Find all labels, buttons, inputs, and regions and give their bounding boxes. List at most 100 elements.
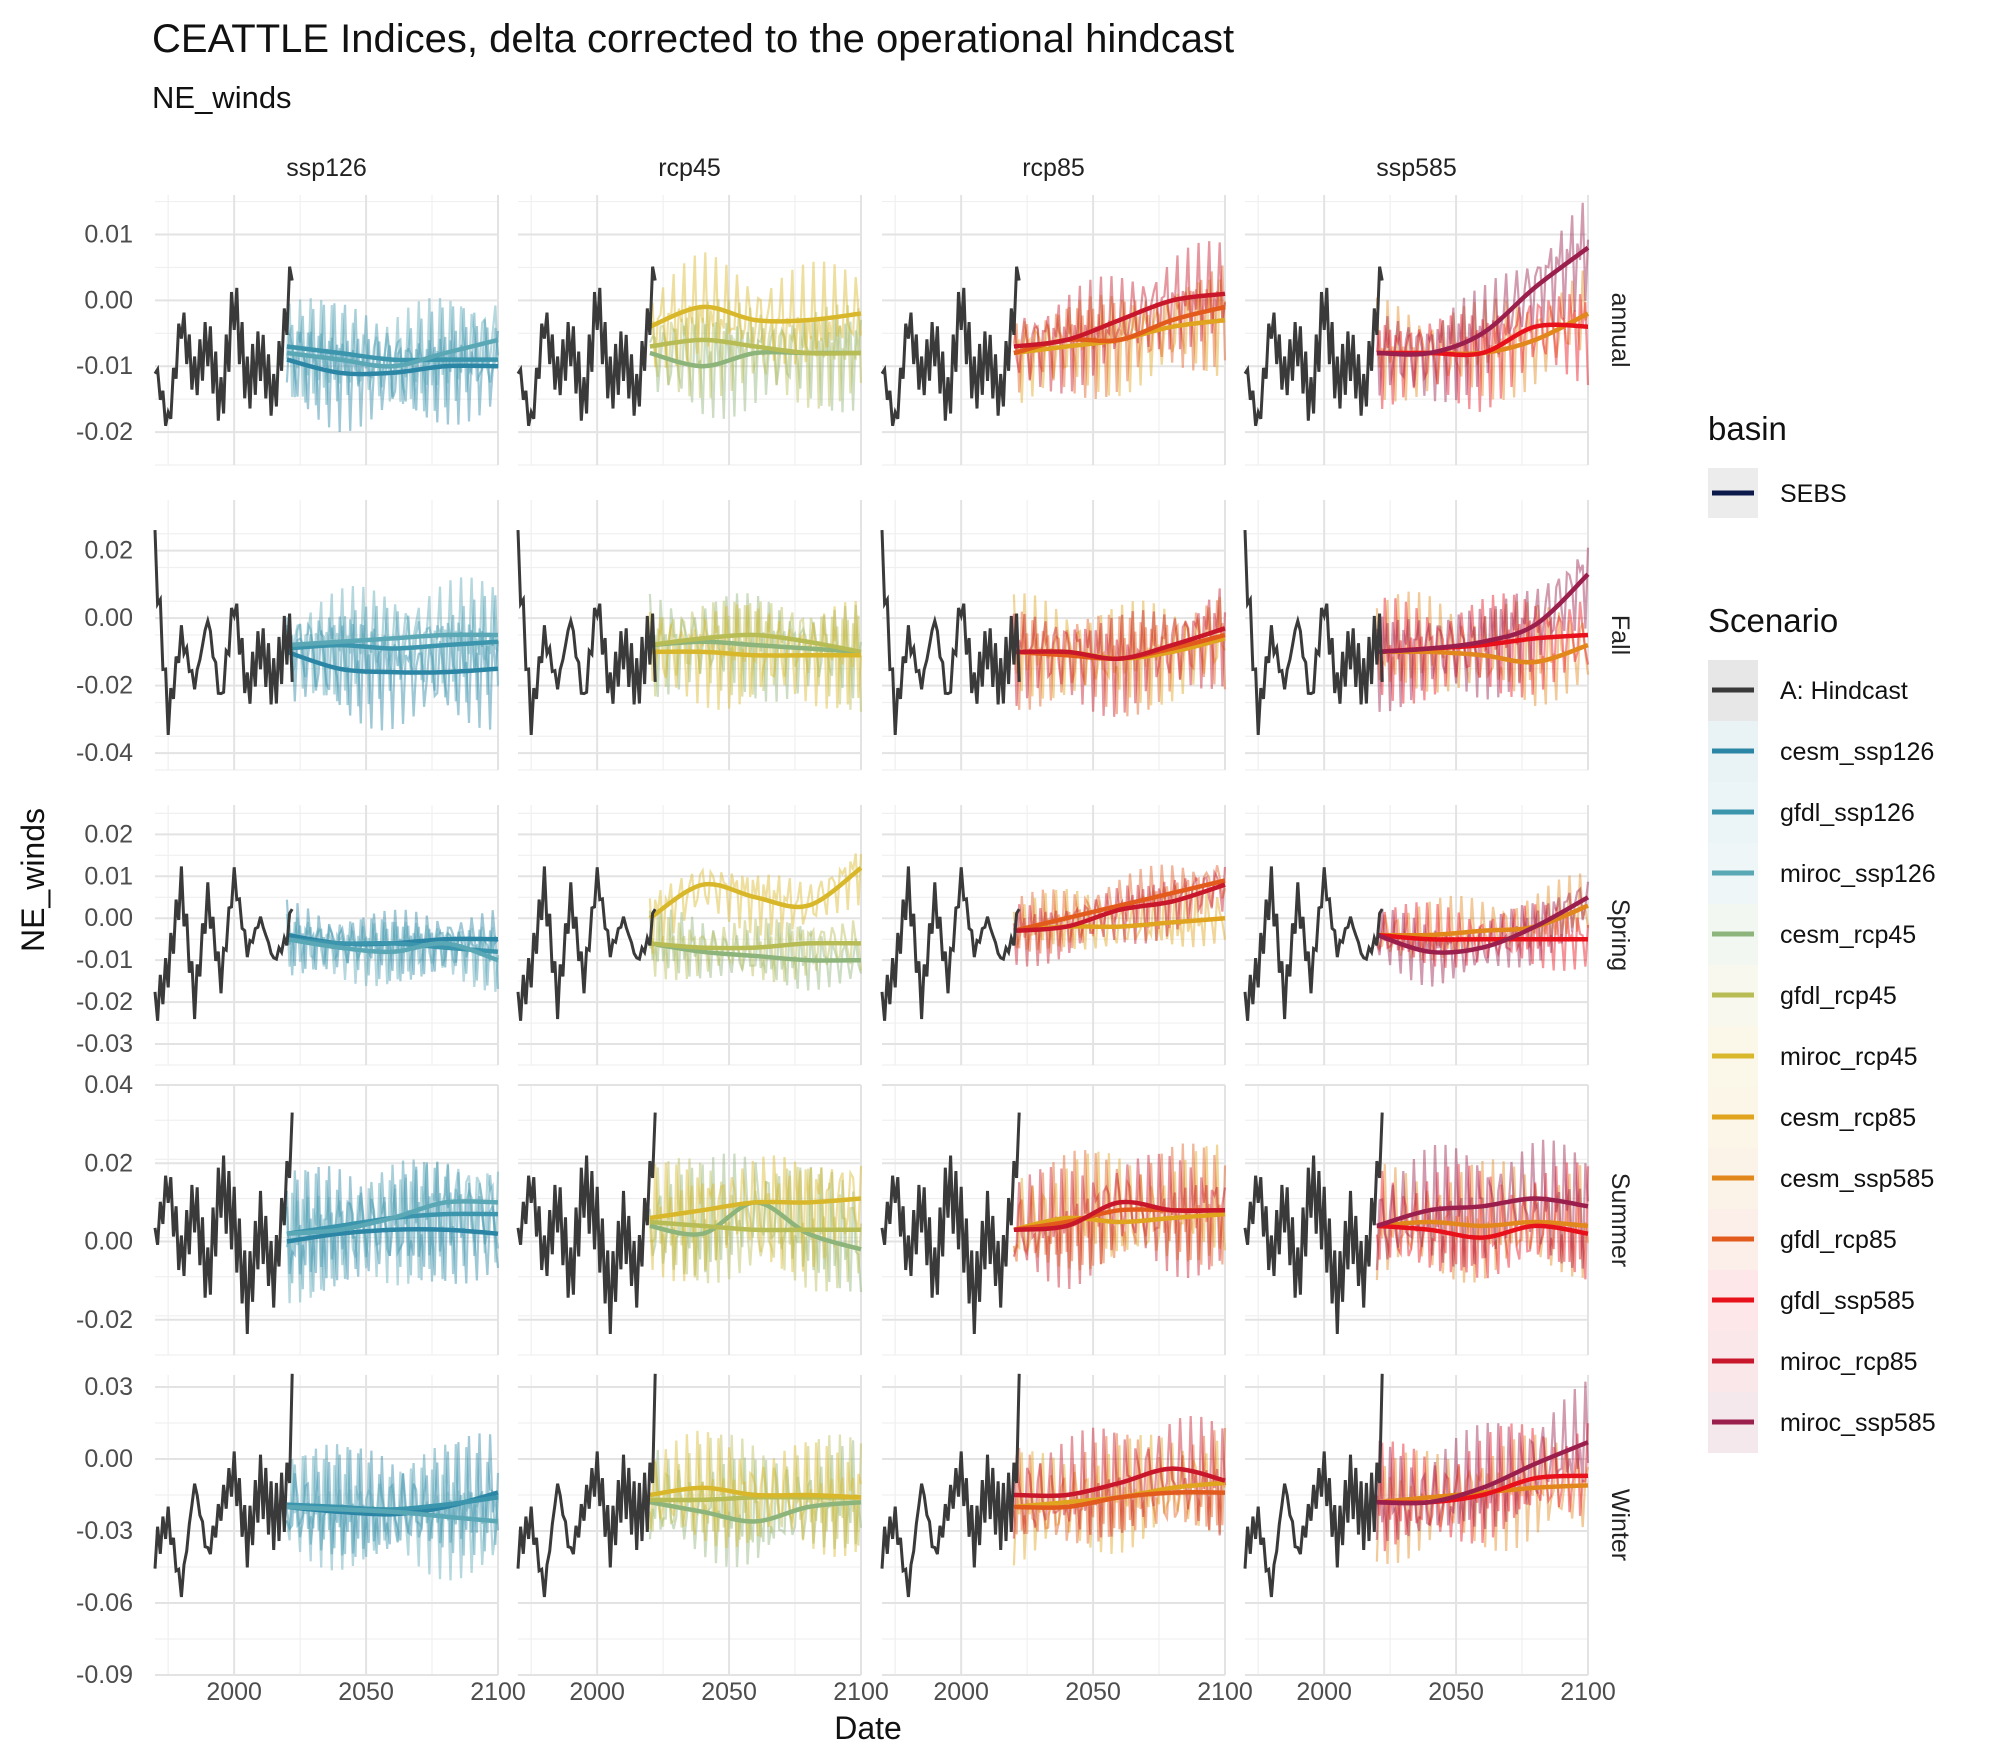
y-tick-label: 0.04 — [84, 1071, 133, 1099]
panel-annual-ssp585 — [1243, 195, 1590, 466]
smooth-line-gfdl_rcp85 — [1013, 1489, 1226, 1510]
y-tick-label: 0.00 — [84, 1228, 133, 1256]
smooth-line-miroc_rcp45 — [648, 866, 863, 921]
smooth-line-miroc_ssp126 — [286, 1504, 499, 1524]
raw-line-miroc_rcp45 — [648, 601, 863, 710]
facet-strip-Summer: Summer — [1606, 1173, 1634, 1267]
raw-line-miroc_ssp585 — [1375, 1139, 1590, 1271]
hindcast-line — [880, 530, 1021, 735]
legend-label-cesm_rcp45: cesm_rcp45 — [1780, 921, 1916, 949]
raw-line-gfdl_rcp45 — [648, 600, 863, 712]
legend-label-gfdl_rcp45: gfdl_rcp45 — [1780, 982, 1897, 1010]
y-tick-label: -0.03 — [76, 1517, 133, 1545]
raw-line-gfdl_ssp126 — [286, 303, 500, 412]
y-tick-label: -0.02 — [76, 988, 133, 1016]
x-tick-label: 2100 — [1197, 1678, 1253, 1706]
smooth-line-cesm_ssp585 — [1376, 1219, 1589, 1229]
y-tick-label: 0.02 — [84, 820, 133, 848]
smooth-line-gfdl_rcp45 — [649, 1219, 861, 1233]
legend-label-gfdl_ssp585: gfdl_ssp585 — [1780, 1287, 1915, 1315]
panel-Summer-ssp126 — [153, 1084, 500, 1356]
raw-line-miroc_ssp126 — [285, 913, 500, 992]
x-axis-title: Date — [834, 1710, 902, 1746]
raw-line-cesm_rcp45 — [648, 1153, 863, 1293]
x-tick-label: 2000 — [206, 1678, 262, 1706]
raw-line-cesm_ssp585 — [1375, 270, 1590, 402]
hindcast-line — [516, 530, 657, 735]
y-tick-label: -0.02 — [76, 672, 133, 700]
smooth-line-miroc_rcp45 — [649, 649, 861, 658]
x-tick-label: 2050 — [1428, 1678, 1484, 1706]
smooth-line-miroc_rcp85 — [1013, 882, 1226, 934]
panel-Spring-rcp45 — [516, 805, 863, 1066]
raw-line-gfdl_rcp85 — [1012, 600, 1227, 717]
raw-line-cesm_rcp45 — [648, 317, 863, 419]
x-tick-label: 2100 — [470, 1678, 526, 1706]
raw-line-cesm_rcp45 — [648, 909, 863, 991]
hindcast-line — [880, 1373, 1021, 1598]
smooth-line-miroc_ssp585 — [1376, 895, 1590, 955]
smooth-line-gfdl_rcp45 — [649, 940, 862, 951]
legend-title-basin: basin — [1708, 410, 1787, 447]
raw-line-miroc_rcp45 — [648, 1430, 863, 1558]
raw-line-cesm_rcp45 — [648, 1440, 863, 1568]
y-tick-label: -0.01 — [76, 946, 133, 974]
raw-line-miroc_rcp45 — [648, 1155, 863, 1282]
panel-Summer-ssp585 — [1243, 1084, 1590, 1356]
smooth-line-cesm_ssp585 — [1376, 903, 1589, 938]
raw-line-cesm_rcp85 — [1012, 884, 1227, 950]
y-tick-label: 0.00 — [84, 904, 133, 932]
y-tick-label: -0.02 — [76, 418, 133, 446]
y-tick-label: 0.02 — [84, 537, 133, 565]
hindcast-line — [153, 1373, 294, 1598]
facet-strip-rcp45: rcp45 — [658, 154, 721, 182]
facet-panels: ssp126 rcp45 rcp85 ssp585 annual 0.01 0.00 -0.0… — [76, 154, 1634, 1706]
panel-Fall-rcp45 — [516, 500, 863, 771]
smooth-line-cesm_ssp126 — [286, 649, 499, 675]
panel-Fall-ssp585 — [1243, 500, 1590, 771]
smooth-line-cesm_ssp126 — [286, 1227, 499, 1244]
legend-label-gfdl_ssp126: gfdl_ssp126 — [1780, 799, 1915, 827]
raw-line-cesm_ssp126 — [285, 899, 499, 975]
panel-annual-ssp126 — [153, 195, 500, 466]
legend-label-cesm_rcp85: cesm_rcp85 — [1780, 1104, 1916, 1132]
hindcast-line — [153, 266, 294, 427]
panel-annual-rcp45 — [516, 195, 863, 466]
raw-line-cesm_ssp585 — [1375, 1434, 1590, 1565]
smooth-line-gfdl_ssp126 — [286, 344, 498, 363]
facet-strip-ssp126: ssp126 — [286, 154, 367, 182]
facet-strip-Spring: Spring — [1606, 899, 1634, 971]
raw-line-cesm_rcp85 — [1012, 1144, 1227, 1271]
hindcast-line — [516, 266, 657, 427]
hindcast-line — [1243, 266, 1384, 427]
panel-Summer-rcp45 — [516, 1084, 863, 1356]
y-tick-label: -0.01 — [76, 352, 133, 380]
panel-Spring-rcp85 — [880, 805, 1227, 1066]
facet-strip-Winter: Winter — [1606, 1489, 1634, 1561]
smooth-line-miroc_ssp126 — [286, 1199, 499, 1236]
smooth-line-miroc_rcp85 — [1013, 626, 1226, 661]
panel-Winter-rcp45 — [516, 1373, 863, 1676]
smooth-line-miroc_ssp585 — [1376, 572, 1590, 655]
smooth-line-miroc_ssp126 — [286, 632, 499, 648]
panel-Winter-ssp585 — [1243, 1373, 1590, 1676]
facet-strip-annual: annual — [1606, 292, 1634, 367]
legend-label-gfdl_rcp85: gfdl_rcp85 — [1780, 1226, 1897, 1254]
y-tick-label: -0.03 — [76, 1030, 133, 1058]
panel-Fall-ssp126 — [153, 500, 500, 771]
smooth-line-cesm_ssp126 — [286, 357, 499, 377]
smooth-line-cesm_ssp585 — [1376, 1483, 1589, 1505]
legend-title-scenario: Scenario — [1708, 602, 1838, 639]
hindcast-line — [153, 866, 294, 1021]
raw-line-gfdl_rcp45 — [649, 1158, 863, 1292]
smooth-line-gfdl_ssp585 — [1376, 1223, 1589, 1240]
raw-line-cesm_ssp126 — [285, 623, 500, 731]
x-tick-label: 2100 — [1560, 1678, 1616, 1706]
hindcast-line — [880, 1112, 1021, 1335]
raw-line-gfdl_ssp585 — [1375, 1162, 1590, 1280]
hindcast-line — [1243, 530, 1384, 735]
smooth-line-gfdl_ssp585 — [1376, 932, 1588, 942]
raw-line-gfdl_ssp585 — [1375, 593, 1590, 704]
